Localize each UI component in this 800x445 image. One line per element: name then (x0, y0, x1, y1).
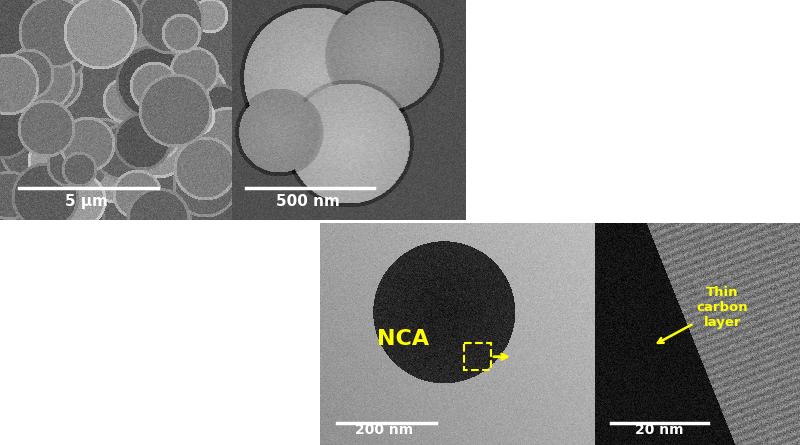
Text: NCA: NCA (377, 329, 429, 349)
Text: 200 nm: 200 nm (354, 423, 413, 437)
Text: 5 μm: 5 μm (65, 194, 108, 209)
Text: Thin
carbon
layer: Thin carbon layer (658, 287, 749, 343)
Text: 20 nm: 20 nm (635, 423, 683, 437)
Text: 500 nm: 500 nm (276, 194, 340, 209)
